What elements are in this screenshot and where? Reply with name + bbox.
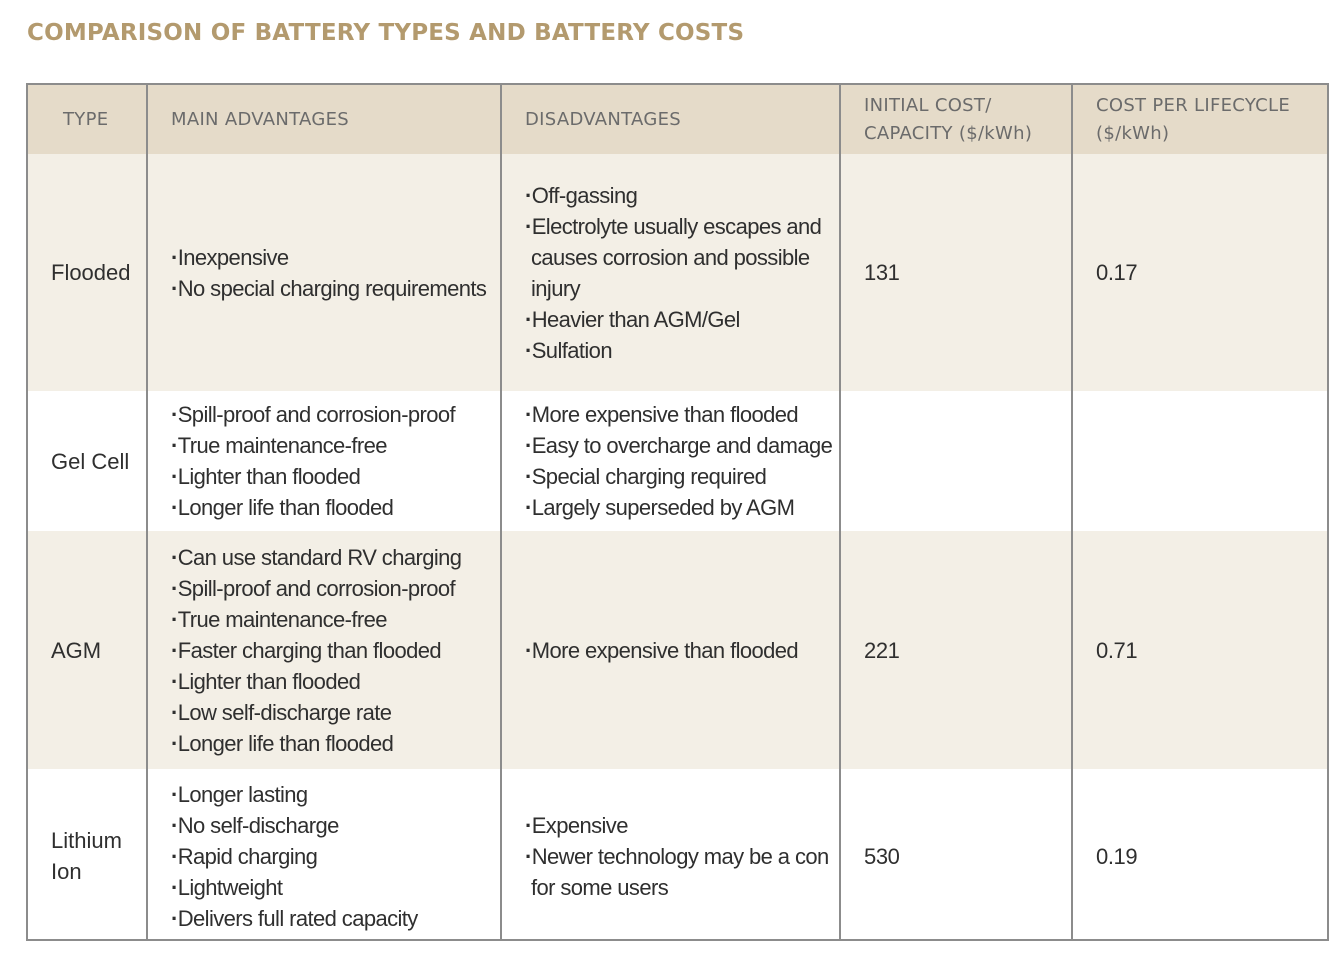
list-item: True maintenance-free [171,430,500,461]
disadvantages-cell: More expensive than flooded [500,531,840,769]
comparison-table: TYPE MAIN ADVANTAGES DISADVANTAGES INITI… [28,85,1327,939]
type-cell: Gel Cell [51,448,130,474]
header-advantages: MAIN ADVANTAGES [146,85,501,154]
advantages-cell: Spill-proof and corrosion-proof True mai… [146,391,501,531]
header-lifecycle-cost: COST PER LIFECYCLE ($/kWh) [1071,85,1327,154]
advantages-list: Spill-proof and corrosion-proof True mai… [171,399,500,523]
header-initial-cost: INITIAL COST/ CAPACITY ($/kWh) [839,85,1072,154]
page-title: COMPARISON OF BATTERY TYPES AND BATTERY … [27,20,745,46]
lifecycle-cost-cell [1071,391,1327,531]
list-item: Faster charging than flooded [171,635,500,666]
advantages-cell: Inexpensive No special charging requirem… [146,154,501,391]
list-item: Longer life than flooded [171,728,500,759]
list-item: More expensive than flooded [525,635,839,666]
list-item: Longer life than flooded [171,492,500,523]
lifecycle-cost-cell: 0.17 [1071,154,1327,391]
list-item: Electrolyte usually escapes and causes c… [525,211,839,304]
advantages-cell: Can use standard RV charging Spill-proof… [146,531,501,769]
list-item: Longer lasting [171,779,500,810]
advantages-list: Longer lasting No self-discharge Rapid c… [171,779,500,934]
type-cell: Flooded [51,260,131,285]
list-item: Spill-proof and corrosion-proof [171,573,500,604]
type-cell: AGM [51,637,102,663]
list-item: Inexpensive [171,242,500,273]
list-item: Spill-proof and corrosion-proof [171,399,500,430]
header-type: TYPE [63,108,109,130]
battery-comparison-table: TYPE MAIN ADVANTAGES DISADVANTAGES INITI… [26,83,1329,941]
disadvantages-list: Off-gassing Electrolyte usually escapes … [525,180,839,366]
advantages-cell: Longer lasting No self-discharge Rapid c… [146,769,501,939]
disadvantages-list: More expensive than flooded Easy to over… [525,399,839,523]
initial-cost-cell: 221 [839,531,1072,769]
list-item: Special charging required [525,461,839,492]
list-item: Newer technology may be a con for some u… [525,841,839,903]
disadvantages-list: Expensive Newer technology may be a con … [525,810,839,903]
lifecycle-cost-cell: 0.71 [1071,531,1327,769]
list-item: No self-discharge [171,810,500,841]
table-row: Flooded Inexpensive No special charging … [28,154,1327,391]
header-disadvantages: DISADVANTAGES [500,85,840,154]
type-cell: Lithium Ion [51,828,122,884]
list-item: Rapid charging [171,841,500,872]
table-row: AGM Can use standard RV charging Spill-p… [28,531,1327,769]
disadvantages-cell: Off-gassing Electrolyte usually escapes … [500,154,840,391]
initial-cost-cell: 530 [839,769,1072,939]
initial-cost-cell: 131 [839,154,1072,391]
disadvantages-list: More expensive than flooded [525,635,839,666]
list-item: Delivers full rated capacity [171,903,500,934]
list-item: Largely superseded by AGM [525,492,839,523]
list-item: Lighter than flooded [171,666,500,697]
list-item: More expensive than flooded [525,399,839,430]
disadvantages-cell: More expensive than flooded Easy to over… [500,391,840,531]
list-item: Heavier than AGM/Gel [525,304,839,335]
list-item: Sulfation [525,335,839,366]
table-row: Gel Cell Spill-proof and corrosion-proof… [28,391,1327,531]
list-item: True maintenance-free [171,604,500,635]
list-item: Lighter than flooded [171,461,500,492]
initial-cost-cell [839,391,1072,531]
list-item: Lightweight [171,872,500,903]
list-item: Low self-discharge rate [171,697,500,728]
list-item: Can use standard RV charging [171,542,500,573]
advantages-list: Inexpensive No special charging requirem… [171,242,500,304]
disadvantages-cell: Expensive Newer technology may be a con … [500,769,840,939]
advantages-list: Can use standard RV charging Spill-proof… [171,542,500,759]
table-row: Lithium Ion Longer lasting No self-disch… [28,769,1327,939]
table-header-row: TYPE MAIN ADVANTAGES DISADVANTAGES INITI… [28,85,1327,154]
list-item: Expensive [525,810,839,841]
list-item: Easy to overcharge and damage [525,430,839,461]
list-item: No special charging requirements [171,273,500,304]
list-item: Off-gassing [525,180,839,211]
lifecycle-cost-cell: 0.19 [1071,769,1327,939]
